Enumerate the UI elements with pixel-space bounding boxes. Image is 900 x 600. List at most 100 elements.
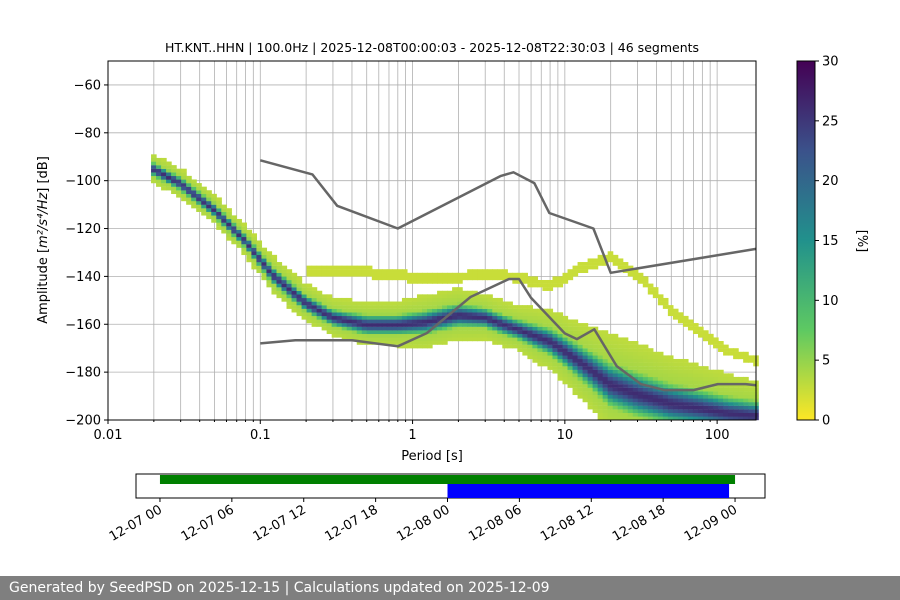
heatmap-cell (216, 218, 222, 223)
heatmap-cell (437, 290, 443, 295)
heatmap-cell (642, 412, 649, 417)
heatmap-cell (667, 376, 674, 381)
heatmap-cell (667, 409, 674, 413)
heatmap-cell (552, 326, 559, 331)
heatmap-cell (667, 405, 674, 410)
heatmap-cell (672, 405, 679, 410)
heatmap-cell (351, 265, 358, 270)
heatmap-cell (356, 323, 363, 327)
heatmap-cell (376, 315, 383, 320)
heatmap-cell (667, 362, 674, 367)
heatmap-cell (447, 290, 453, 295)
heatmap-cell (472, 272, 478, 277)
heatmap-cell (366, 323, 373, 327)
heatmap-cell (161, 175, 167, 180)
heatmap-cell (662, 366, 669, 370)
heatmap-cell (206, 215, 212, 220)
heatmap-cell (306, 301, 313, 306)
heatmap-cell (522, 333, 528, 338)
heatmap-cell (341, 312, 348, 317)
heatmap-cell (677, 319, 684, 324)
heatmap-cell (422, 297, 428, 302)
heatmap-cell (406, 305, 413, 309)
heatmap-cell (482, 333, 488, 338)
heatmap-cell (281, 279, 288, 284)
heatmap-cell (276, 283, 283, 288)
heatmap-cell (602, 333, 609, 338)
heatmap-cell (547, 337, 554, 342)
heatmap-cell (502, 323, 508, 327)
heatmap-cell (697, 366, 704, 370)
heatmap-cell (748, 409, 754, 413)
heatmap-cell (672, 384, 679, 388)
heatmap-cell (351, 315, 358, 320)
heatmap-cell (311, 315, 318, 320)
heatmap-cell (411, 330, 418, 335)
heatmap-cell (557, 283, 564, 288)
heatmap-cell (592, 265, 599, 270)
heatmap-cell (662, 305, 669, 309)
heatmap-cell (703, 380, 709, 385)
heatmap-cell (597, 416, 604, 421)
heatmap-cell (632, 416, 639, 421)
heatmap-cell (246, 236, 252, 241)
heatmap-cell (366, 312, 373, 317)
heatmap-cell (657, 351, 664, 356)
heatmap-cell (738, 351, 744, 356)
heatmap-cell (748, 355, 754, 360)
heatmap-cell (391, 269, 398, 273)
heatmap-cell (612, 337, 619, 342)
heatmap-cell (316, 305, 323, 309)
heatmap-cell (587, 341, 594, 345)
heatmap-cell (692, 369, 699, 374)
heatmap-cell (492, 326, 498, 331)
heatmap-cell (326, 305, 333, 309)
heatmap-cell (713, 376, 719, 381)
heatmap-cell (662, 369, 669, 374)
heatmap-cell (582, 387, 589, 392)
heatmap-cell (562, 355, 569, 360)
heatmap-cell (251, 240, 258, 245)
heatmap-cell (708, 373, 714, 378)
heatmap-cell (462, 305, 468, 309)
heatmap-cell (427, 272, 433, 277)
heatmap-cell (627, 376, 634, 381)
heatmap-cell (743, 355, 749, 360)
heatmap-cell (537, 358, 544, 363)
heatmap-cell (647, 283, 654, 288)
heatmap-cell (457, 279, 463, 284)
heatmap-cell (527, 341, 533, 345)
heatmap-cell (246, 247, 252, 252)
heatmap-cell (301, 290, 308, 295)
heatmap-cell (682, 358, 689, 363)
heatmap-cell (191, 190, 197, 195)
heatmap-cell (738, 398, 744, 403)
heatmap-cell (647, 380, 654, 385)
colorbar-gradient (796, 60, 816, 421)
heatmap-cell (567, 373, 574, 378)
heatmap-cell (672, 409, 679, 413)
heatmap-cell (672, 398, 679, 403)
heatmap-cell (622, 405, 629, 410)
heatmap-cell (612, 333, 619, 338)
heatmap-cell (612, 398, 619, 403)
footer-text: Generated by SeedPSD on 2025-12-15 | Cal… (0, 576, 900, 600)
heatmap-cell (622, 262, 629, 266)
heatmap-cell (201, 201, 207, 205)
heatmap-cell (487, 276, 493, 281)
heatmap-cell (411, 333, 418, 338)
heatmap-cell (321, 297, 328, 302)
heatmap-cell (748, 391, 754, 396)
heatmap-cell (306, 319, 313, 324)
heatmap-cell (697, 369, 704, 374)
heatmap-cell (497, 297, 503, 302)
heatmap-cell (381, 276, 388, 281)
heatmap-cell (692, 416, 699, 421)
heatmap-cell (637, 279, 644, 284)
heatmap-cell (482, 308, 488, 313)
heatmap-cell (692, 362, 699, 367)
heatmap-cell (502, 301, 508, 306)
heatmap-cell (697, 416, 704, 421)
heatmap-cell (416, 312, 423, 317)
heatmap-cell (607, 373, 614, 378)
